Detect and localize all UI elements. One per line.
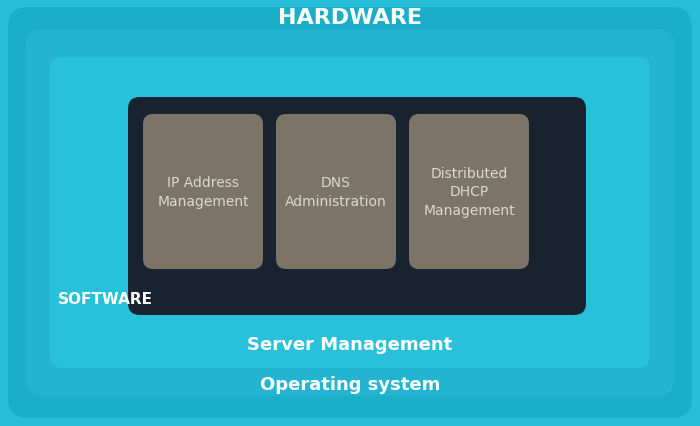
FancyBboxPatch shape <box>26 30 674 396</box>
Text: SOFTWARE: SOFTWARE <box>58 292 153 307</box>
FancyBboxPatch shape <box>8 8 692 418</box>
Text: HARDWARE: HARDWARE <box>278 8 422 28</box>
FancyBboxPatch shape <box>409 115 529 269</box>
Text: Server Management: Server Management <box>247 335 453 353</box>
FancyBboxPatch shape <box>128 98 586 315</box>
FancyBboxPatch shape <box>276 115 396 269</box>
Text: DNS
Administration: DNS Administration <box>285 176 387 208</box>
FancyBboxPatch shape <box>50 58 650 368</box>
FancyBboxPatch shape <box>143 115 263 269</box>
Text: Operating system: Operating system <box>260 375 440 393</box>
Text: IP Address
Management: IP Address Management <box>158 176 248 208</box>
Text: Distributed
DHCP
Management: Distributed DHCP Management <box>424 167 514 217</box>
